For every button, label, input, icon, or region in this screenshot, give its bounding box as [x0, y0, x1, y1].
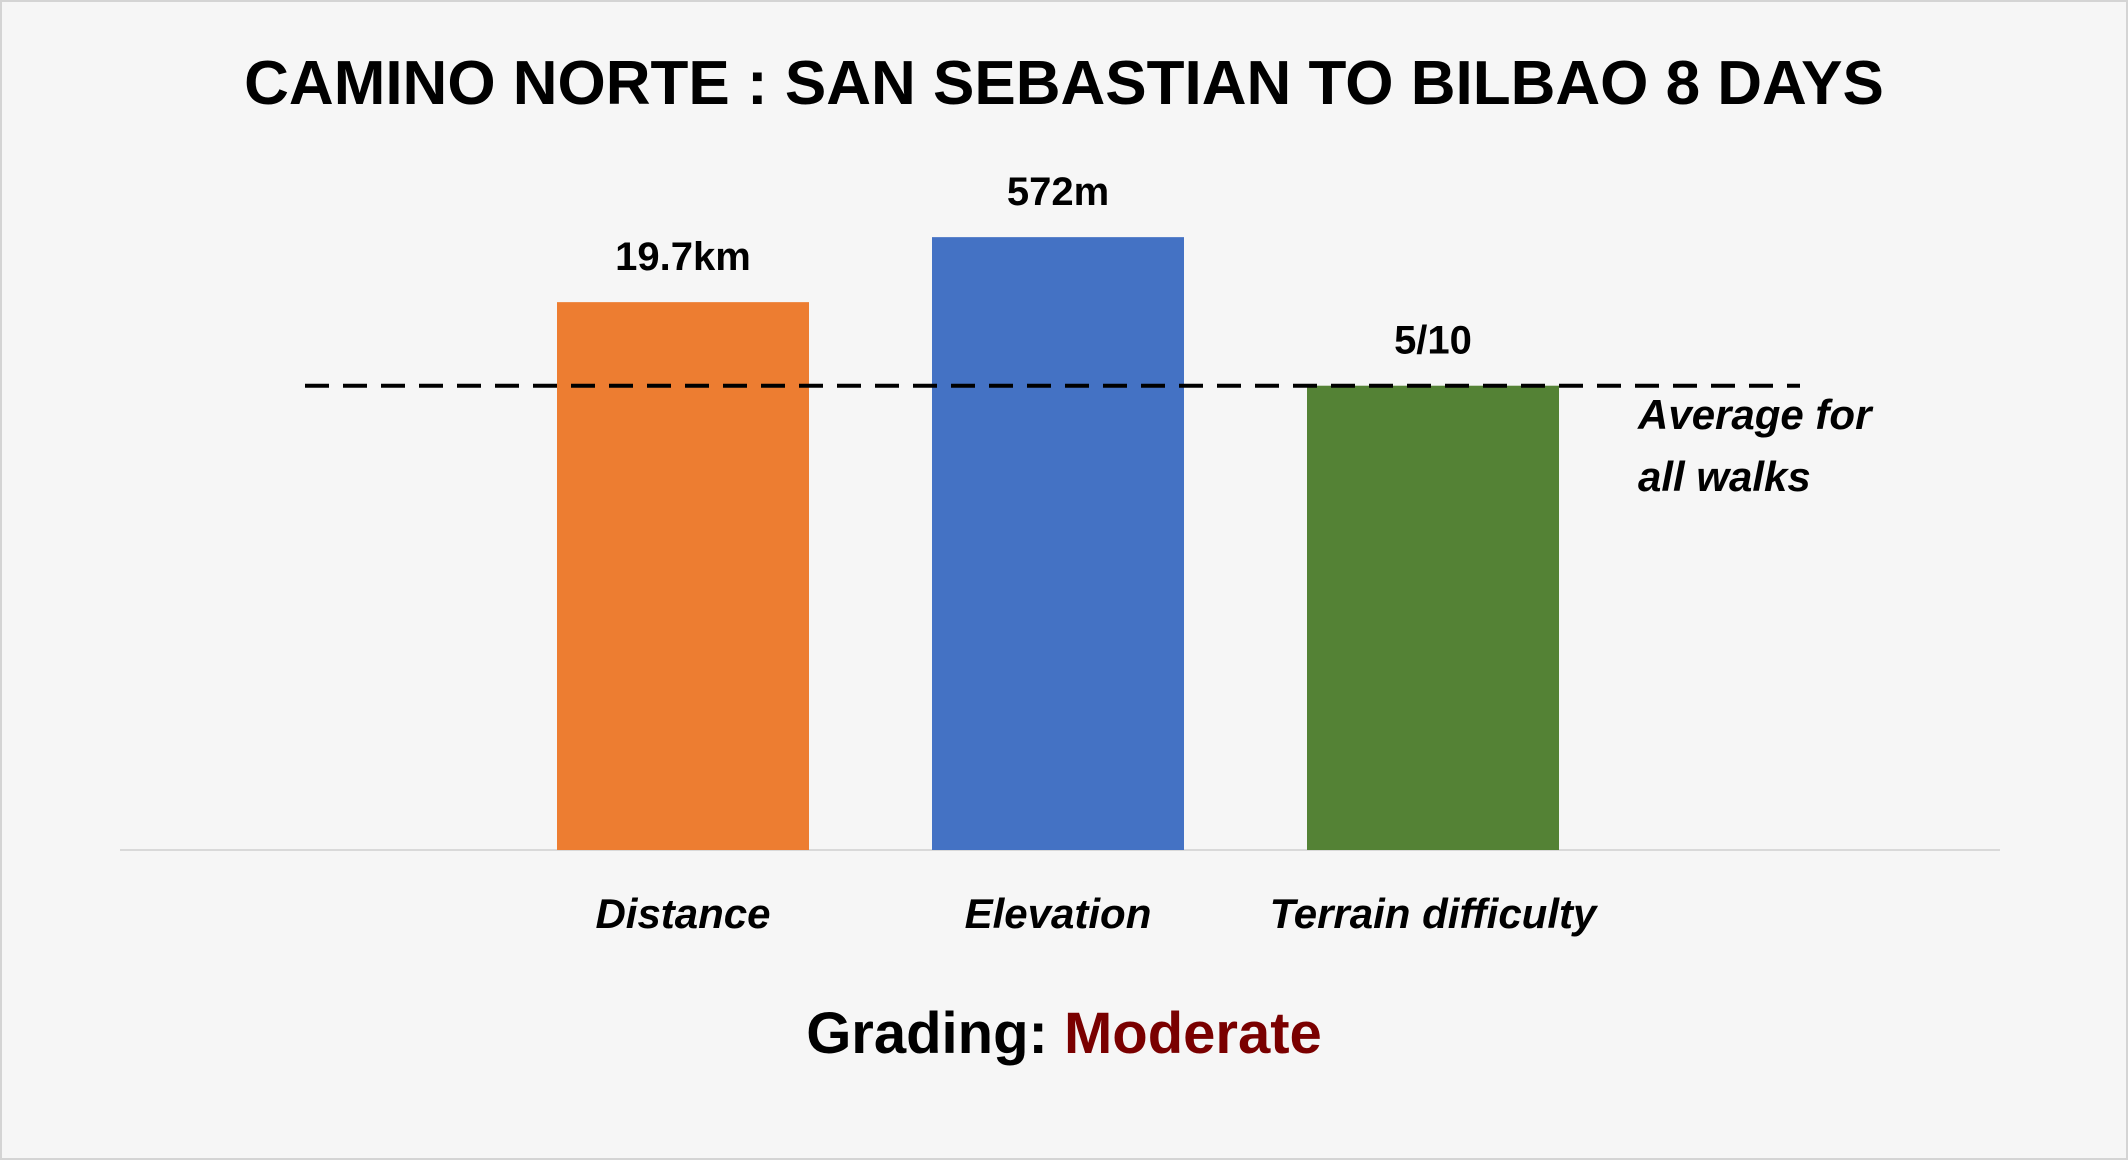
category-label-elevation: Elevation	[965, 890, 1152, 937]
bar-terrain-difficulty	[1307, 385, 1559, 850]
average-label-line-2: all walks	[1638, 453, 1811, 500]
bars-layer	[557, 237, 1559, 851]
category-label-distance: Distance	[595, 890, 770, 937]
data-label-elevation: 572m	[1007, 170, 1109, 214]
grading-value: Moderate	[1063, 1001, 1322, 1066]
data-label-distance: 19.7km	[615, 235, 751, 279]
category-label-terrain-difficulty: Terrain difficulty	[1270, 890, 1599, 937]
bar-elevation	[932, 237, 1184, 851]
grading-label: Grading:	[806, 1001, 1064, 1066]
grading-footer: Grading: Moderate	[0, 1000, 2128, 1067]
bar-distance	[557, 302, 809, 851]
data-labels-layer: 19.7km 572m 5/10	[615, 170, 1472, 363]
average-label-line-1: Average for	[1638, 391, 1872, 438]
category-labels-layer: Distance Elevation Terrain difficulty	[595, 890, 1599, 937]
data-label-terrain-difficulty: 5/10	[1394, 319, 1472, 363]
chart-title: CAMINO NORTE : SAN SEBASTIAN TO BILBAO 8…	[244, 49, 1884, 118]
average-line-label: Average for all walks	[1638, 384, 1938, 508]
